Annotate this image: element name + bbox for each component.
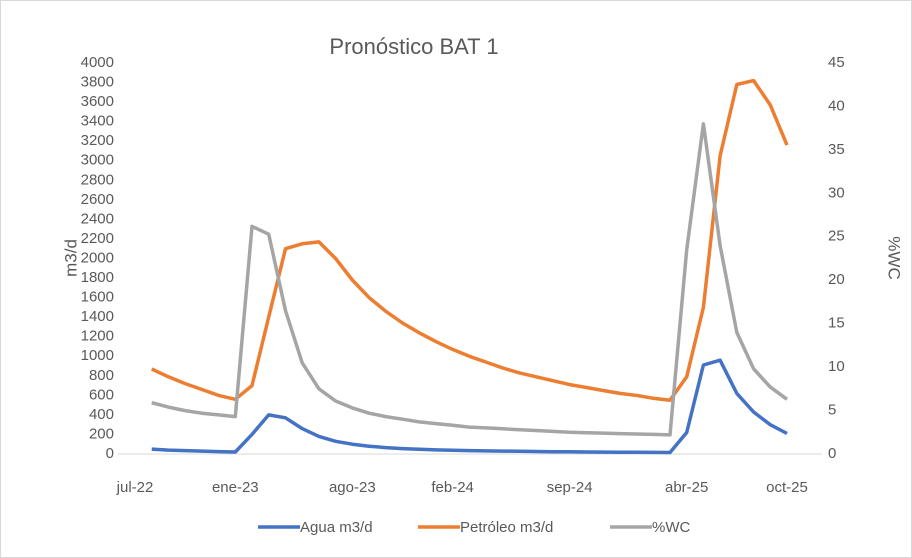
y-axis-title: m3/d — [61, 239, 80, 277]
y-tick-label: 1800 — [81, 269, 114, 286]
y-tick-label: 400 — [89, 406, 114, 423]
y-tick-label: 3800 — [81, 74, 114, 91]
legend-label: Agua m3/d — [300, 519, 373, 536]
y-tick-label: 4000 — [81, 54, 114, 71]
y-tick-label: 2600 — [81, 191, 114, 208]
y-tick-label: 0 — [106, 445, 114, 462]
series-line — [151, 358, 788, 455]
legend-label: %WC — [652, 519, 690, 536]
chart-title: Pronóstico BAT 1 — [329, 34, 498, 59]
y-tick-label: 2200 — [81, 230, 114, 247]
y-tick-label: 600 — [89, 386, 114, 403]
x-tick-label: jul-22 — [116, 479, 154, 496]
series-line — [150, 78, 789, 402]
y-tick-label: 3200 — [81, 132, 114, 149]
y-tick-label: 1400 — [81, 308, 114, 325]
y-tick-label: 2400 — [81, 210, 114, 227]
legend-label: Petróleo m3/d — [460, 519, 553, 536]
x-tick-label: ene-23 — [212, 479, 259, 496]
y-tick-label: 2000 — [81, 249, 114, 266]
x-tick-label: oct-25 — [766, 479, 808, 496]
y2-tick-label: 5 — [828, 402, 836, 419]
y2-tick-label: 0 — [828, 445, 836, 462]
x-tick-label: ago-23 — [329, 479, 376, 496]
y2-tick-label: 40 — [828, 97, 845, 114]
y2-tick-label: 30 — [828, 184, 845, 201]
y2-tick-label: 10 — [828, 358, 845, 375]
y-tick-label: 800 — [89, 367, 114, 384]
y-tick-label: 2800 — [81, 171, 114, 188]
y2-tick-label: 15 — [828, 315, 845, 332]
y2-axis-title: %WC — [885, 236, 904, 279]
y2-tick-label: 45 — [828, 54, 845, 71]
series-line — [151, 122, 789, 437]
y2-tick-label: 35 — [828, 141, 845, 158]
x-tick-label: abr-25 — [665, 479, 708, 496]
y2-tick-label: 20 — [828, 271, 845, 288]
y-tick-label: 1000 — [81, 347, 114, 364]
y-tick-label: 3400 — [81, 113, 114, 130]
y-tick-label: 3600 — [81, 93, 114, 110]
y-tick-label: 1600 — [81, 289, 114, 306]
x-tick-label: feb-24 — [431, 479, 474, 496]
y2-tick-label: 25 — [828, 228, 845, 245]
y-tick-label: 3000 — [81, 152, 114, 169]
y-tick-label: 200 — [89, 425, 114, 442]
y-tick-label: 1200 — [81, 328, 114, 345]
x-tick-label: sep-24 — [547, 479, 593, 496]
